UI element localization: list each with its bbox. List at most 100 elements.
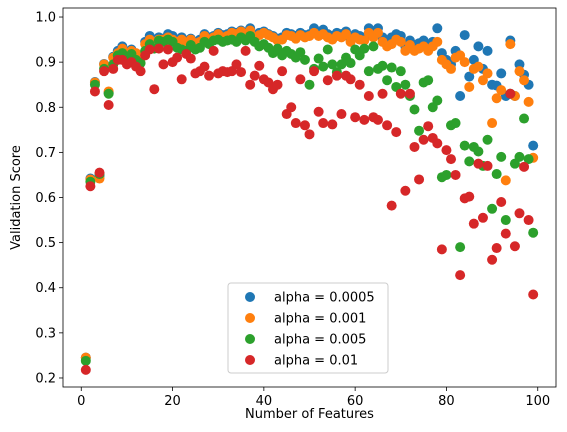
data-point-series-3	[172, 52, 183, 63]
data-point-series-3	[432, 138, 443, 149]
data-point-series-1	[514, 66, 525, 77]
data-point-series-3	[414, 174, 425, 185]
data-point-series-2	[491, 169, 502, 180]
data-point-series-2	[514, 151, 525, 162]
data-point-series-2	[304, 79, 315, 90]
data-point-series-3	[473, 158, 484, 169]
data-point-series-0	[528, 140, 539, 151]
data-point-series-3	[158, 59, 169, 70]
data-point-series-2	[386, 62, 397, 73]
data-point-series-2	[345, 58, 356, 69]
data-point-series-3	[313, 106, 324, 117]
data-point-series-3	[455, 270, 466, 281]
data-point-series-3	[295, 74, 306, 85]
data-point-series-3	[528, 289, 539, 300]
data-point-series-3	[249, 70, 260, 81]
data-point-series-3	[477, 212, 488, 223]
data-point-series-2	[423, 75, 434, 86]
legend-label: alpha = 0.005	[274, 333, 366, 348]
x-tick-label: 20	[164, 394, 181, 409]
legend-label: alpha = 0.01	[274, 354, 358, 369]
data-point-series-3	[199, 61, 210, 72]
data-point-series-2	[450, 118, 461, 129]
data-point-series-3	[153, 43, 164, 54]
data-point-series-3	[231, 59, 242, 70]
data-point-series-3	[354, 79, 365, 90]
data-point-series-3	[204, 70, 215, 81]
x-tick-label: 60	[347, 394, 364, 409]
data-point-series-2	[464, 156, 475, 167]
data-point-series-3	[299, 120, 310, 131]
data-point-series-2	[400, 79, 411, 90]
data-point-series-3	[372, 114, 383, 125]
data-point-series-3	[135, 66, 146, 77]
data-point-series-1	[523, 96, 534, 107]
y-tick-label: 0.3	[35, 326, 56, 341]
y-tick-label: 0.5	[35, 236, 56, 251]
x-axis-ticks: 0 20 40 60 80 100	[77, 387, 550, 409]
data-point-series-0	[496, 68, 507, 79]
legend-label: alpha = 0.001	[274, 312, 366, 327]
data-point-series-3	[336, 109, 347, 120]
x-tick-label: 0	[77, 394, 85, 409]
data-point-series-3	[363, 90, 374, 101]
data-point-series-2	[382, 75, 393, 86]
data-point-series-2	[473, 146, 484, 157]
data-point-series-3	[272, 79, 283, 90]
legend-label: alpha = 0.0005	[274, 291, 375, 306]
data-point-series-2	[299, 54, 310, 65]
data-point-series-2	[322, 44, 333, 55]
data-point-series-1	[372, 27, 383, 38]
data-point-series-1	[482, 68, 493, 79]
data-point-series-3	[208, 45, 219, 56]
data-point-series-3	[162, 44, 173, 55]
data-point-series-0	[455, 90, 466, 101]
data-point-series-2	[363, 66, 374, 77]
data-point-series-3	[176, 74, 187, 85]
data-point-series-3	[85, 181, 96, 192]
data-point-series-3	[409, 141, 420, 152]
data-point-series-3	[436, 244, 447, 255]
y-axis-ticks: 0.2 0.3 0.4 0.5 0.6 0.7 0.8 0.9 1.0	[35, 11, 63, 386]
data-point-series-3	[350, 112, 361, 123]
data-point-series-3	[496, 197, 507, 208]
data-point-series-2	[313, 53, 324, 64]
data-point-series-3	[245, 79, 256, 90]
data-point-series-3	[99, 66, 110, 77]
data-point-series-2	[318, 61, 329, 72]
data-point-series-1	[473, 61, 484, 72]
y-axis-label: Validation Score	[9, 145, 24, 250]
data-point-series-3	[400, 185, 411, 196]
legend-marker	[245, 313, 255, 323]
data-point-series-2	[441, 169, 452, 180]
data-point-series-3	[386, 200, 397, 211]
data-point-series-2	[459, 140, 470, 151]
legend: alpha = 0.0005 alpha = 0.001 alpha = 0.005…	[227, 282, 389, 374]
x-tick-label: 40	[256, 394, 273, 409]
legend-box	[227, 282, 389, 374]
data-point-series-3	[441, 145, 452, 156]
data-point-series-1	[491, 93, 502, 104]
y-tick-label: 0.9	[35, 56, 56, 71]
data-point-series-2	[295, 47, 306, 58]
data-point-series-3	[108, 63, 119, 74]
data-point-series-3	[331, 70, 342, 81]
data-point-series-3	[509, 241, 520, 252]
data-point-series-3	[304, 129, 315, 140]
data-point-series-1	[446, 63, 457, 74]
data-point-series-2	[528, 227, 539, 238]
data-point-series-3	[185, 53, 196, 64]
data-point-series-3	[277, 66, 288, 77]
data-point-series-3	[149, 84, 160, 95]
data-point-series-3	[487, 254, 498, 265]
y-tick-label: 0.8	[35, 101, 56, 116]
data-point-series-3	[80, 364, 91, 375]
data-point-series-3	[345, 74, 356, 85]
data-point-series-3	[103, 100, 114, 111]
x-tick-label: 100	[525, 394, 550, 409]
legend-marker	[245, 292, 255, 302]
data-point-series-3	[514, 208, 525, 219]
data-point-series-2	[519, 113, 530, 124]
data-point-series-2	[368, 41, 379, 52]
data-point-series-2	[487, 203, 498, 214]
